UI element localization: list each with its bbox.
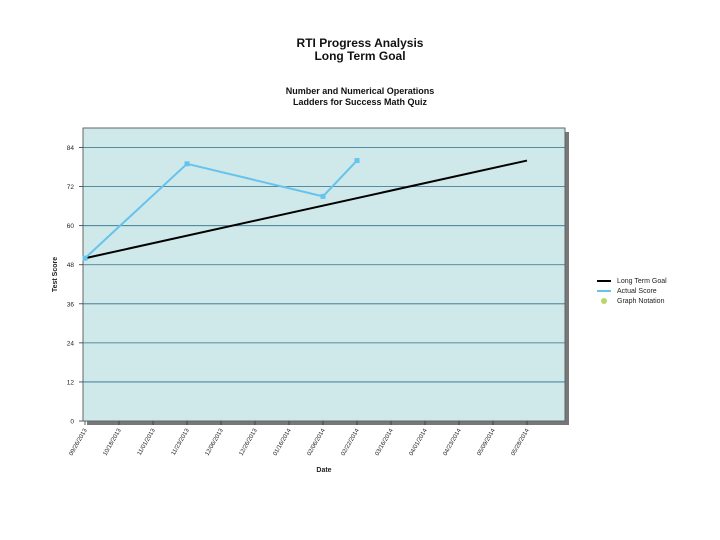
x-tick-label: 02/22/2014 [341,427,362,457]
y-tick-label: 84 [67,145,75,152]
x-tick-label: 04/23/2014 [443,427,464,457]
actual-score-line [84,159,358,259]
chart-title: RTI Progress Analysis [296,36,424,50]
legend-label-notation: Graph Notation [617,297,665,305]
data-point [354,158,360,164]
legend-item-notation: Graph Notation [597,296,667,306]
x-tick-label: 03/16/2014 [375,427,396,457]
y-axis-label: Test Score [52,257,59,292]
y-tick-label: 36 [67,301,75,308]
y-tick-label: 24 [67,340,75,347]
assessment-label: Ladders for Success Math Quiz [292,97,428,107]
domain-label: Number and Numerical Operations [285,86,435,96]
legend-swatch-goal [597,280,611,282]
legend-marker-notation [601,298,607,304]
x-axis-label: Date [316,467,331,474]
x-tick-label: 11/01/2013 [137,427,157,456]
x-tick-label: 04/01/2014 [409,427,430,457]
x-tick-label: 12/26/2013 [239,427,260,457]
x-tick-label: 10/18/2013 [103,427,124,457]
x-tick-label: 02/06/2014 [307,427,328,457]
x-tick-label: 11/23/2013 [171,427,191,456]
y-tick-label: 48 [67,262,75,269]
legend-label-actual: Actual Score [617,287,657,295]
goal-line [84,159,528,260]
x-tick-label: 09/26/2013 [69,427,90,457]
legend-item-goal: Long Term Goal [597,276,667,286]
y-tick-label: 0 [70,419,74,426]
legend-swatch-actual [597,290,611,292]
data-point [320,193,326,199]
x-tick-label: 05/09/2014 [477,427,498,457]
x-tick-label: 05/28/2014 [511,427,532,457]
data-point [82,255,88,261]
chart-subtitle: Long Term Goal [314,49,406,63]
data-point [184,161,190,167]
legend-label-goal: Long Term Goal [617,277,667,285]
y-tick-label: 72 [67,184,75,191]
y-tick-label: 12 [67,379,75,386]
legend: Long Term Goal Actual Score Graph Notati… [597,276,667,306]
x-tick-label: 12/06/2013 [205,427,226,457]
x-tick-label: 01/16/2014 [273,427,294,457]
legend-item-actual: Actual Score [597,286,667,296]
y-tick-label: 60 [67,223,75,230]
plot-area [82,127,566,422]
